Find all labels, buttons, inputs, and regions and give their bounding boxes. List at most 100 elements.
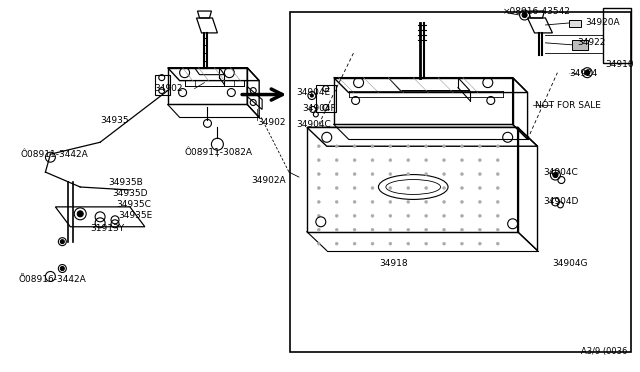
Circle shape [389,214,392,217]
Circle shape [389,173,392,176]
Circle shape [425,159,428,162]
Text: 34902A: 34902A [252,176,286,185]
Circle shape [353,145,356,148]
Circle shape [460,242,463,245]
Circle shape [478,173,481,176]
Circle shape [371,214,374,217]
Circle shape [553,173,558,177]
Circle shape [389,145,392,148]
Circle shape [522,13,527,17]
Circle shape [496,242,499,245]
Circle shape [460,228,463,231]
Circle shape [425,214,428,217]
Text: 34935: 34935 [100,116,129,125]
Circle shape [478,159,481,162]
Circle shape [496,228,499,231]
Bar [570,20,581,27]
Circle shape [371,228,374,231]
Text: 34935C: 34935C [116,201,151,209]
Circle shape [335,173,338,176]
Circle shape [443,145,445,148]
Circle shape [335,214,338,217]
Circle shape [371,173,374,176]
Circle shape [389,159,392,162]
Circle shape [60,266,64,270]
Circle shape [371,145,374,148]
Circle shape [407,214,410,217]
Circle shape [317,145,320,148]
Circle shape [496,214,499,217]
Circle shape [335,242,338,245]
Text: 34902: 34902 [155,84,183,93]
Circle shape [496,201,499,203]
Circle shape [478,242,481,245]
Circle shape [353,242,356,245]
Text: 34922: 34922 [577,38,605,47]
Circle shape [425,145,428,148]
Text: Õ08916-3442A: Õ08916-3442A [19,275,86,284]
Circle shape [407,145,410,148]
Circle shape [460,186,463,189]
Circle shape [425,228,428,231]
Circle shape [443,186,445,189]
Circle shape [496,159,499,162]
Circle shape [443,201,445,203]
Text: 34902: 34902 [257,118,285,127]
Text: 34935B: 34935B [108,177,143,186]
Circle shape [317,228,320,231]
Text: 34935D: 34935D [112,189,148,198]
Text: 34904E: 34904E [296,88,330,97]
Circle shape [496,186,499,189]
Circle shape [425,186,428,189]
Text: 34904F: 34904F [302,104,335,113]
Circle shape [443,242,445,245]
Circle shape [460,145,463,148]
Circle shape [389,186,392,189]
Circle shape [407,159,410,162]
Text: 34924: 34924 [570,69,598,78]
Circle shape [335,186,338,189]
Bar [290,12,630,352]
Circle shape [317,214,320,217]
Text: Ô08911-3442A: Ô08911-3442A [20,150,88,159]
Circle shape [425,242,428,245]
Circle shape [443,214,445,217]
Circle shape [371,242,374,245]
Circle shape [425,201,428,203]
Text: NOT FOR SALE: NOT FOR SALE [534,101,600,110]
Circle shape [317,242,320,245]
Circle shape [460,173,463,176]
Circle shape [317,201,320,203]
Circle shape [353,214,356,217]
Circle shape [478,228,481,231]
Circle shape [478,145,481,148]
Circle shape [407,201,410,203]
Circle shape [353,228,356,231]
Bar [603,8,631,63]
Circle shape [496,173,499,176]
Circle shape [407,228,410,231]
Circle shape [425,173,428,176]
Text: 34904G: 34904G [552,259,588,268]
Text: 34920A: 34920A [585,19,620,28]
Circle shape [310,94,314,97]
Circle shape [496,145,499,148]
Circle shape [335,228,338,231]
Circle shape [353,173,356,176]
Circle shape [371,201,374,203]
Circle shape [407,173,410,176]
Circle shape [317,159,320,162]
Circle shape [407,242,410,245]
Circle shape [317,186,320,189]
Circle shape [353,201,356,203]
Circle shape [60,240,64,244]
Bar [572,40,588,50]
Text: 34904C: 34904C [543,167,578,177]
Circle shape [460,159,463,162]
Circle shape [389,201,392,203]
Text: 34918: 34918 [379,259,408,268]
Circle shape [371,186,374,189]
Circle shape [77,211,83,217]
Text: ×08916-43542: ×08916-43542 [502,7,571,16]
Text: Ô08911-3082A: Ô08911-3082A [184,148,253,157]
